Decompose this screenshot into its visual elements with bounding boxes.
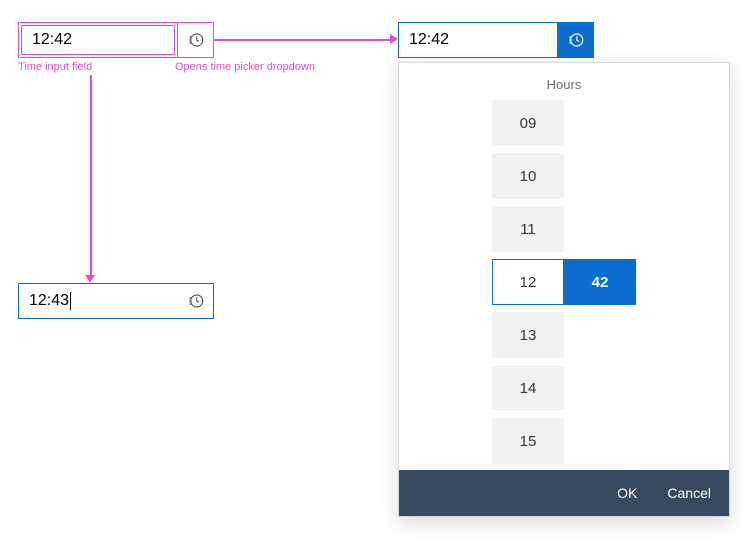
time-picker-button-active[interactable] (557, 23, 593, 57)
time-input-annotated: 12:42 (18, 22, 214, 58)
hour-cell[interactable]: 10 (492, 153, 564, 199)
clock-icon (187, 292, 205, 310)
time-picker-button[interactable] (177, 284, 213, 318)
hours-column[interactable]: 09 10 11 12 13 14 15 (492, 100, 564, 470)
time-value: 12:42 (32, 31, 72, 49)
time-value: 12:43 (29, 292, 69, 310)
hour-cell[interactable]: 14 (492, 365, 564, 411)
clock-icon (187, 31, 205, 49)
time-input-focused: 12:43 (18, 283, 214, 319)
arrow-open-picker (214, 39, 390, 41)
hour-cell[interactable]: 13 (492, 312, 564, 358)
arrow-edit-field (90, 75, 92, 275)
ok-button[interactable]: OK (617, 485, 637, 501)
time-field[interactable]: 12:43 (19, 284, 177, 318)
minute-value: 42 (592, 274, 609, 291)
time-value: 12:42 (409, 31, 449, 49)
time-field[interactable]: 12:42 (399, 23, 557, 57)
time-picker-button[interactable] (177, 23, 213, 57)
hour-cell[interactable]: 11 (492, 206, 564, 252)
hour-cell[interactable]: 09 (492, 100, 564, 146)
annotation-field-label: Time input field (18, 61, 92, 73)
picker-columns: 09 10 11 12 13 14 15 42 (399, 100, 729, 470)
text-cursor (70, 292, 71, 310)
hour-cell[interactable]: 15 (492, 418, 564, 464)
annotation-button-label: Opens time picker dropdown (175, 61, 315, 73)
time-field[interactable]: 12:42 (21, 25, 175, 55)
cancel-button[interactable]: Cancel (667, 485, 711, 501)
clock-icon (567, 31, 585, 49)
picker-header: Hours (399, 63, 729, 100)
arrow-head-right (390, 34, 398, 44)
hour-cell[interactable]: 12 (492, 259, 564, 305)
arrow-head-down (85, 275, 95, 283)
time-picker-dropdown: Hours 09 10 11 12 13 14 15 42 OK Cancel (398, 62, 730, 517)
minute-selected[interactable]: 42 (564, 259, 636, 305)
picker-footer: OK Cancel (399, 470, 729, 516)
time-input-active: 12:42 (398, 22, 594, 58)
